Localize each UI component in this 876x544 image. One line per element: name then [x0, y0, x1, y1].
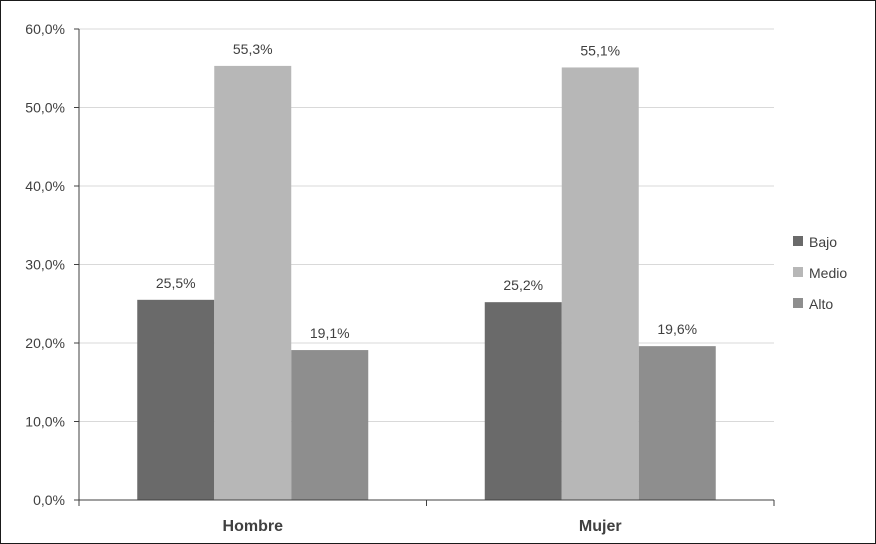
y-tick-label: 0,0%: [33, 492, 65, 508]
data-label: 19,1%: [310, 325, 350, 341]
legend-swatch-medio: [793, 267, 803, 277]
bar-bajo-hombre: [137, 299, 215, 500]
legend-label-medio: Medio: [809, 265, 847, 281]
data-label: 55,1%: [580, 42, 620, 58]
bar-bajo-mujer: [484, 302, 562, 500]
bar-alto-mujer: [638, 346, 716, 500]
bar-alto-hombre: [291, 350, 369, 500]
legend-swatch-bajo: [793, 236, 803, 246]
legend-swatch-alto: [793, 298, 803, 308]
x-category-label: Hombre: [223, 518, 284, 535]
x-category-label: Mujer: [579, 518, 622, 535]
legend-label-bajo: Bajo: [809, 234, 837, 250]
y-tick-label: 60,0%: [25, 21, 65, 37]
y-tick-label: 50,0%: [25, 100, 65, 116]
data-label: 25,2%: [503, 277, 543, 293]
data-label: 25,5%: [156, 275, 196, 291]
bar-medio-hombre: [214, 65, 292, 501]
bar-medio-mujer: [561, 67, 639, 500]
data-label: 55,3%: [233, 41, 273, 57]
y-tick-label: 20,0%: [25, 335, 65, 351]
legend-label-alto: Alto: [809, 296, 833, 312]
y-tick-label: 30,0%: [25, 257, 65, 273]
y-tick-label: 10,0%: [25, 414, 65, 430]
y-tick-label: 40,0%: [25, 178, 65, 194]
data-label: 19,6%: [657, 321, 697, 337]
